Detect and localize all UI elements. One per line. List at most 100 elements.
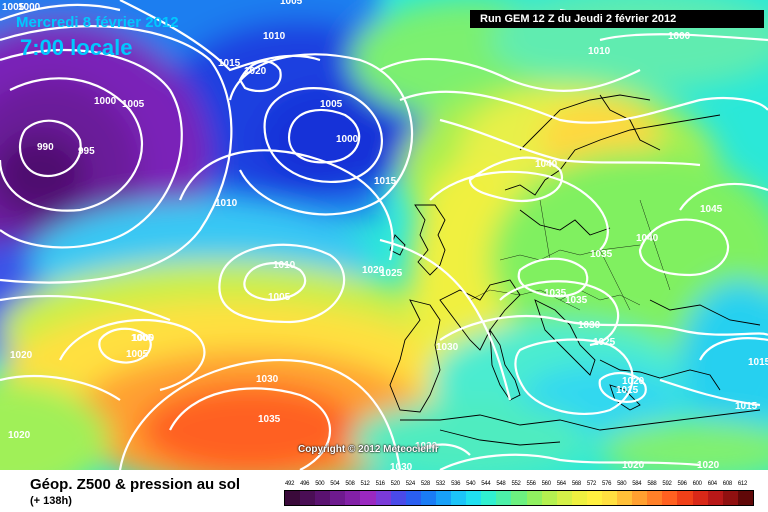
isobar-label: 1010: [273, 260, 296, 271]
scale-swatch: [571, 491, 587, 505]
scale-value-label: 504: [330, 481, 340, 487]
isobar-label: 1010: [263, 31, 286, 42]
scale-value-label: 524: [405, 481, 415, 487]
scale-swatch: [435, 491, 452, 505]
scale-value-label: 492: [285, 481, 295, 487]
scale-value-label: 604: [707, 481, 717, 487]
isobar-label: 1020: [244, 66, 267, 77]
isobar-label: 1005: [2, 2, 25, 13]
isobar-label: 1000: [94, 96, 117, 107]
scale-value-label: 572: [586, 481, 597, 487]
isobar-label: 1035: [590, 249, 613, 260]
isobar-label: 1000: [132, 333, 155, 344]
scale-swatch: [360, 491, 376, 505]
isobar-label: 1015: [735, 401, 758, 412]
isobar-label: 1005: [122, 99, 145, 110]
scale-value-label: 556: [526, 481, 536, 487]
isobar-label: 1030: [390, 462, 413, 470]
legend-subtitle: (+ 138h): [30, 495, 72, 507]
isobar-label: 1020: [622, 460, 645, 470]
isobar-label: 1040: [636, 233, 659, 244]
legend-title: Géop. Z500 & pression au sol: [30, 476, 241, 493]
scale-swatch: [526, 491, 542, 505]
scale-value-label: 600: [692, 481, 702, 487]
scale-swatch: [556, 491, 572, 505]
isobar-label: 995: [78, 146, 95, 157]
isobar-label: 1005: [320, 99, 343, 110]
scale-value-label: 608: [722, 481, 732, 487]
date-line: Mercredi 8 février 2012: [16, 14, 179, 31]
coastlines: [389, 94, 761, 446]
isobar-label: 990: [37, 142, 54, 153]
isobar-label: 1000: [668, 31, 691, 42]
scale-value-label: 596: [677, 481, 687, 487]
isobar-label: 1020: [8, 430, 31, 441]
scale-value-label: 500: [315, 481, 325, 487]
scale-swatch: [405, 491, 421, 505]
scale-value-label: 568: [571, 481, 581, 487]
scale-swatch: [390, 491, 406, 505]
isobar-label: 1015: [748, 357, 768, 368]
scale-value-label: 592: [662, 481, 672, 487]
isobar-label: 1035: [544, 288, 567, 299]
scale-value-label: 496: [300, 481, 310, 487]
scale-swatch: [586, 491, 602, 505]
scale-swatch: [300, 491, 316, 505]
scale-value-label: 584: [632, 481, 642, 487]
scale-value-label: 528: [420, 481, 430, 487]
scale-swatch: [511, 491, 527, 505]
isobar-label: 1045: [700, 204, 723, 215]
scale-swatch: [737, 491, 753, 505]
scale-value-label: 560: [541, 481, 551, 487]
scale-value-label: 612: [737, 481, 748, 487]
isobar-label: 1035: [258, 414, 281, 425]
scale-swatch: [330, 491, 346, 505]
isobar-label: 1025: [380, 268, 403, 279]
scale-swatch: [722, 491, 738, 505]
scale-value-label: 588: [647, 481, 657, 487]
scale-swatch: [601, 491, 618, 505]
isobar-label: 1005: [280, 0, 303, 7]
isobar-label: 1040: [535, 159, 558, 170]
isobar-label: 1025: [593, 337, 616, 348]
geopotential-field: [0, 0, 768, 470]
color-scale-bar: [284, 490, 754, 506]
legend-panel: Géop. Z500 & pression au sol (+ 138h) 49…: [0, 470, 768, 512]
isobar-label: 1020: [697, 460, 720, 470]
time-line: 7:00 locale: [20, 35, 133, 60]
scale-swatch: [707, 491, 723, 505]
copyright-notice: Copyright © 2012 Meteociel.fr: [298, 444, 439, 455]
isobar-label: 1030: [436, 342, 459, 353]
scale-value-label: 516: [375, 481, 385, 487]
scale-swatch: [617, 491, 633, 505]
scale-value-label: 576: [602, 481, 612, 487]
scale-swatch: [632, 491, 648, 505]
isobar-label: 1020: [362, 265, 385, 276]
scale-value-label: 548: [496, 481, 506, 487]
scale-swatch: [496, 491, 512, 505]
isobar-label: 1030: [256, 374, 279, 385]
color-scale-labels: 492 496 500 504 508 512 516 520 524 528 532 536 540 5…: [284, 481, 754, 490]
scale-value-label: 508: [345, 481, 355, 487]
isobar-label: 1010: [588, 46, 611, 57]
scale-swatch: [677, 491, 693, 505]
isobar-label: 1035: [565, 295, 588, 306]
isobars: [0, 0, 768, 470]
scale-swatch: [692, 491, 708, 505]
scale-swatch: [662, 491, 678, 505]
scale-swatch: [481, 491, 497, 505]
scale-swatch: [315, 491, 331, 505]
isobar-label: 1015: [616, 385, 639, 396]
scale-value-label: 536: [451, 481, 461, 487]
scale-value-label: 520: [390, 481, 400, 487]
isobar-label: 1030: [415, 441, 438, 452]
run-info-box: Run GEM 12 Z du Jeudi 2 février 2012: [470, 10, 764, 28]
isobar-label: 1020: [10, 350, 33, 361]
scale-value-label: 580: [617, 481, 627, 487]
scale-swatch: [345, 491, 361, 505]
isobar-label: 1000: [18, 2, 41, 13]
scale-swatch: [420, 491, 436, 505]
